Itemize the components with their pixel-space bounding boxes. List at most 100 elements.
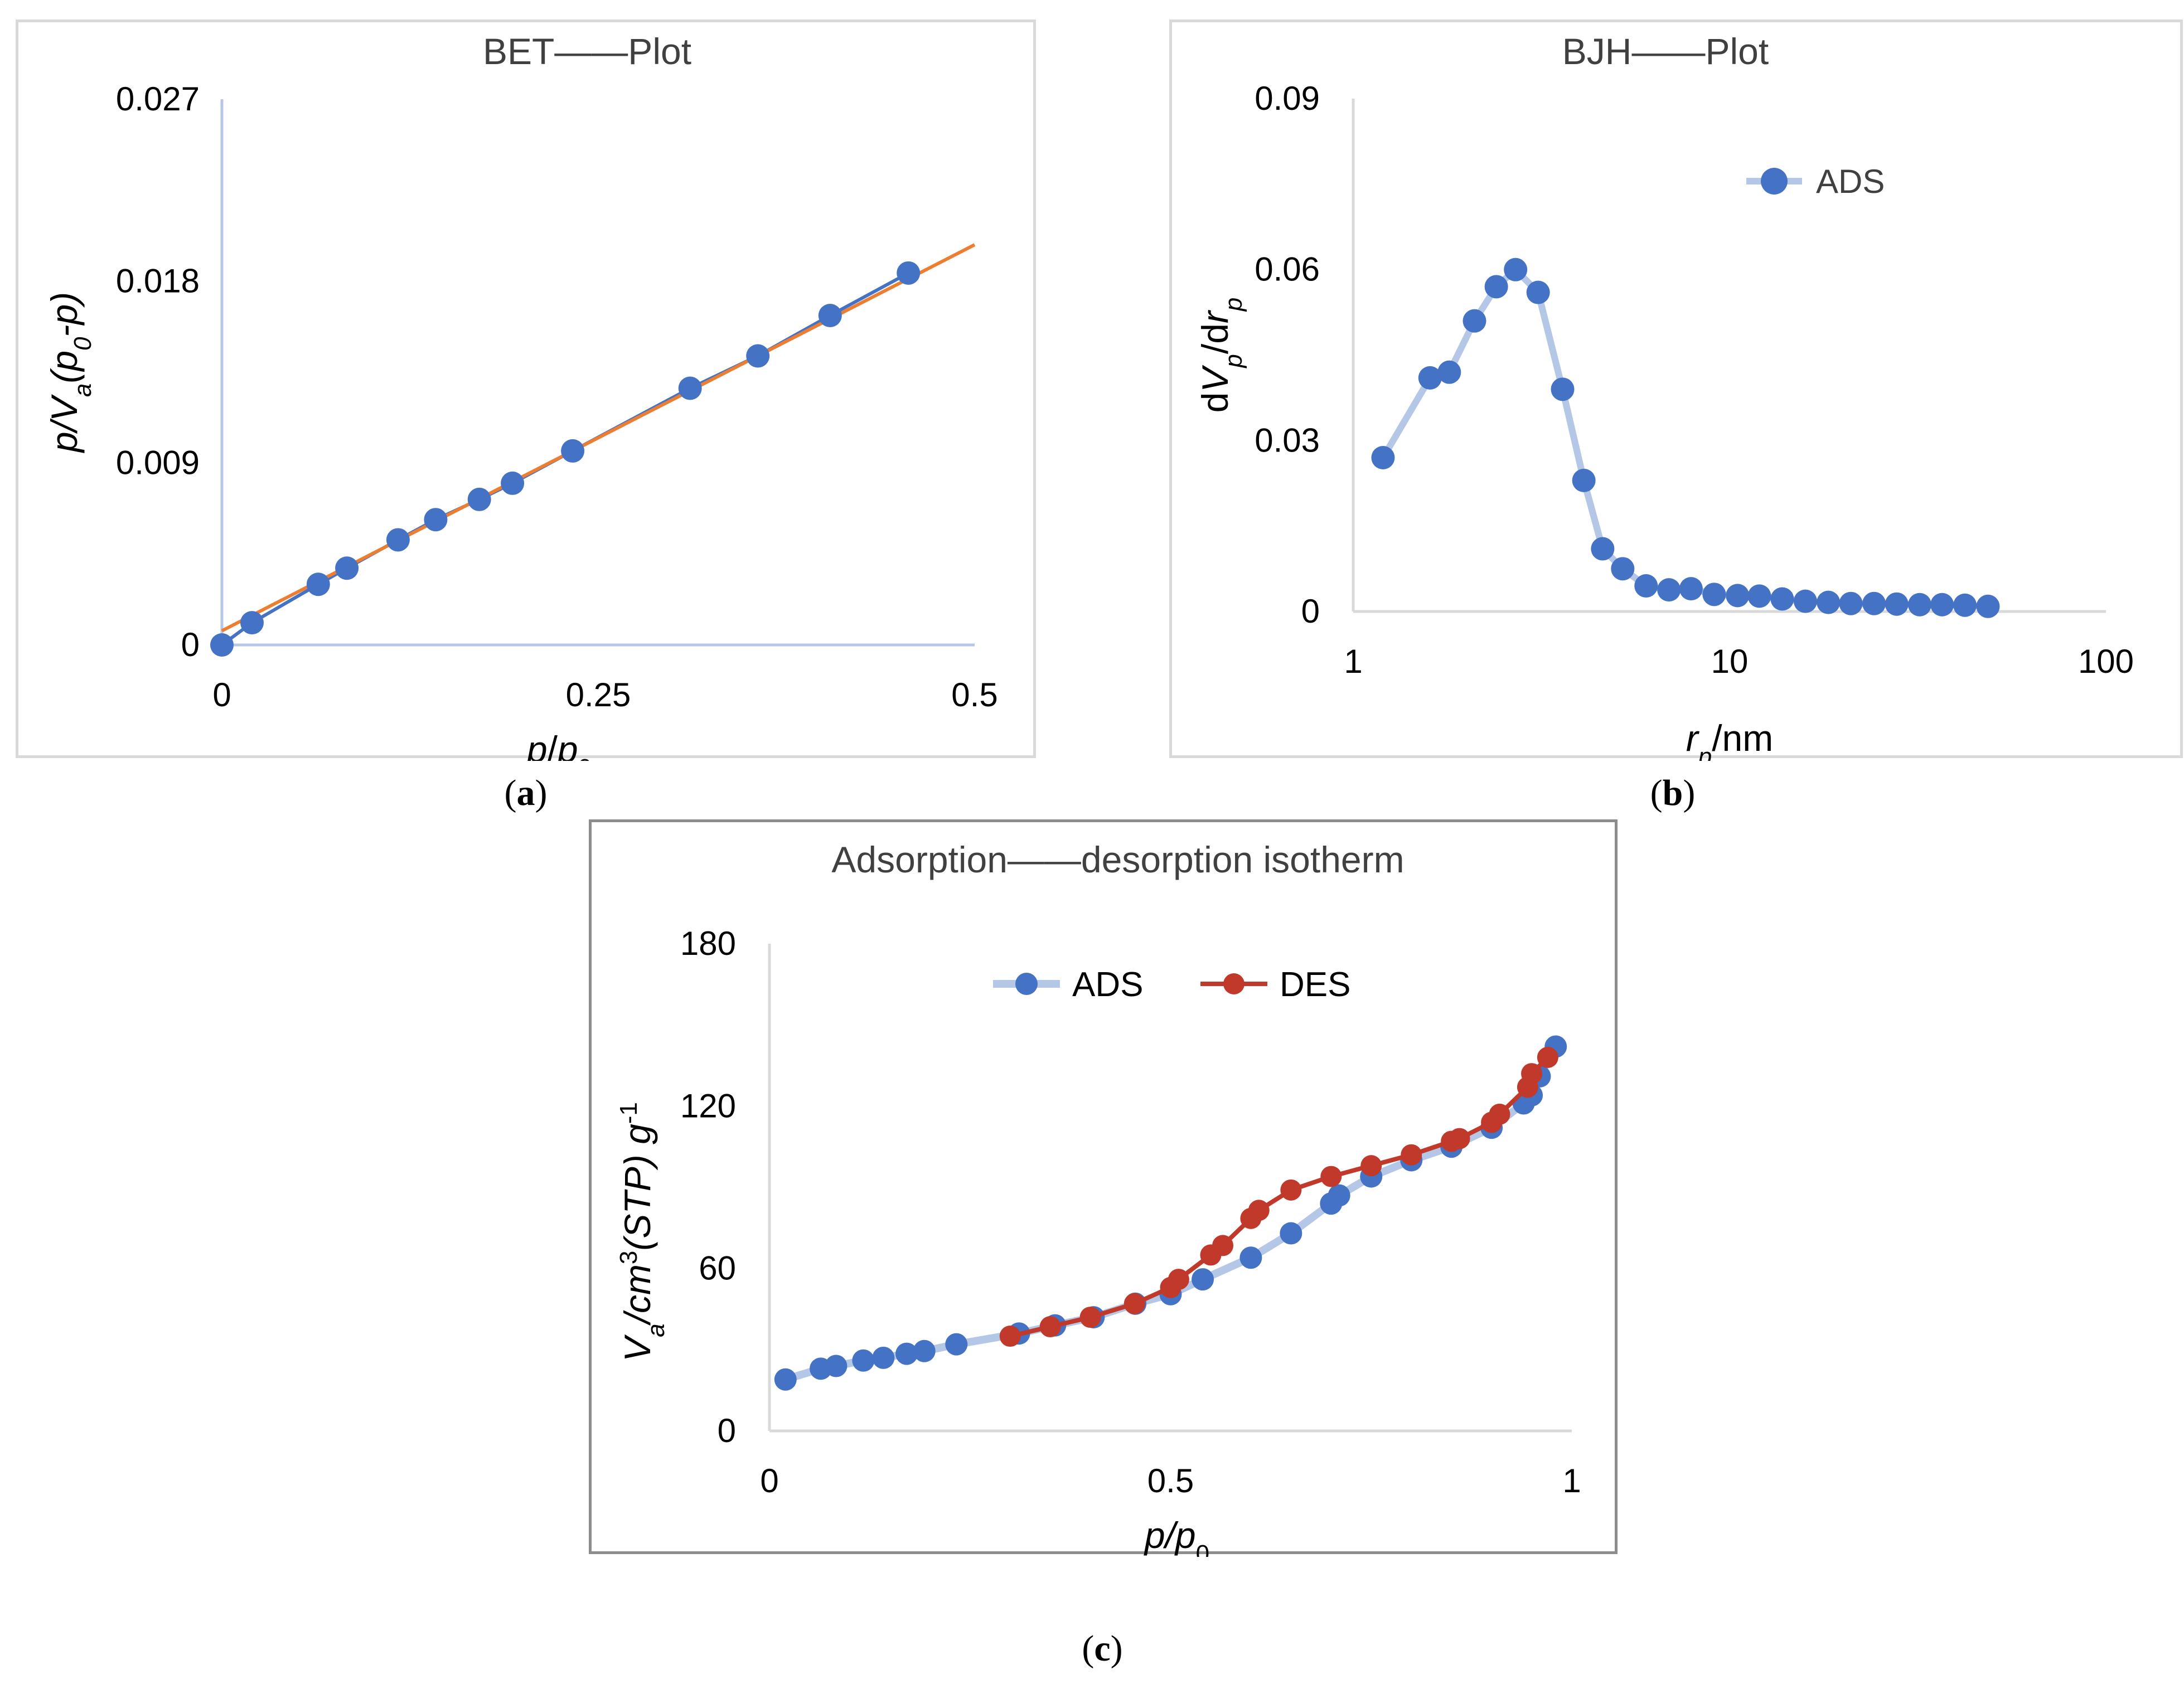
data-point — [306, 572, 330, 596]
data-point — [501, 471, 525, 495]
caption-c-letter: c — [1094, 1628, 1111, 1669]
ads-point — [1953, 593, 1977, 617]
isotherm-panel: Adsorption——desorption isotherm 0 60 120 180… — [589, 819, 1618, 1557]
chart-title: Adsorption——desorption isotherm — [831, 839, 1404, 880]
ads-point — [1437, 360, 1461, 384]
ads-point — [1328, 1184, 1350, 1207]
ads-point — [1280, 1222, 1302, 1245]
ads-point — [1862, 591, 1886, 615]
x-tick-label: 0 — [760, 1462, 778, 1499]
y-tick-label: 0.03 — [1255, 421, 1320, 459]
x-tick-label: 1 — [1562, 1462, 1581, 1499]
data-point — [678, 376, 702, 400]
ads-line — [784, 1045, 1560, 1384]
legend: ADS — [1746, 163, 1885, 200]
des-point — [1537, 1046, 1558, 1068]
y-tick-label: 0 — [718, 1412, 736, 1449]
ads-point — [1679, 577, 1703, 601]
ads-point — [945, 1333, 968, 1356]
caption-c: (c) — [1082, 1628, 1123, 1669]
legend-des-marker — [1223, 973, 1244, 994]
ads-point — [1747, 584, 1771, 608]
data-point — [561, 439, 585, 463]
caption-a: (a) — [504, 773, 548, 813]
ads-point — [1551, 377, 1575, 401]
ads-point — [825, 1355, 848, 1377]
ads-point — [1770, 587, 1794, 611]
ads-point — [1702, 583, 1726, 606]
ads-point — [1930, 593, 1954, 617]
y-tick-label: 60 — [699, 1250, 736, 1287]
linear-fit-line — [221, 243, 976, 633]
y-axis-label: Va/cm3(STP) g-1 — [615, 1102, 670, 1362]
data-point — [335, 556, 359, 580]
ads-point — [872, 1346, 895, 1369]
ads-point — [1817, 590, 1841, 614]
ads-point — [1239, 1246, 1262, 1269]
ads-point — [1371, 446, 1395, 469]
legend-ads-label: ADS — [1072, 965, 1143, 1004]
des-point — [1449, 1128, 1470, 1149]
ads-point — [1484, 275, 1508, 299]
caption-b: (b) — [1650, 773, 1696, 813]
ads-point — [1634, 574, 1658, 598]
ads-point — [1192, 1268, 1214, 1291]
bet-plot-chart: BET——Plot 0 0.009 0.018 0.027 0 0.25 0.5 p/p0 p/V… — [43, 31, 998, 761]
bjh-plot-chart: BJH——Plot 0 0.03 0.06 0.09 1 10 100 rp/nm dVp/drp… — [1194, 31, 2134, 761]
ads-point — [1726, 584, 1750, 608]
ads-point — [1418, 366, 1442, 390]
des-point — [1360, 1155, 1382, 1177]
y-tick-label: 0.009 — [116, 444, 200, 482]
data-point — [240, 611, 264, 635]
data-point — [818, 303, 842, 327]
ads-point — [1526, 280, 1550, 304]
des-point — [1039, 1316, 1061, 1338]
y-tick-label: 0.09 — [1255, 80, 1320, 117]
des-point — [1124, 1293, 1145, 1314]
y-tick-label: 0 — [1301, 593, 1320, 630]
chart-title: BET——Plot — [483, 31, 691, 72]
ads-point — [1591, 537, 1615, 561]
caption-b-letter: b — [1662, 773, 1683, 813]
des-point — [1248, 1200, 1270, 1221]
legend-ads-marker — [1015, 973, 1038, 995]
x-axis-label: rp/nm — [1686, 717, 1774, 761]
legend-ads-label: ADS — [1816, 163, 1885, 200]
ads-point — [1504, 258, 1528, 282]
des-point — [1168, 1269, 1189, 1290]
ads-point — [1839, 591, 1863, 615]
x-tick-label: 10 — [1711, 643, 1749, 680]
x-axis-label: p/p0 — [526, 729, 592, 761]
data-point — [424, 508, 448, 532]
legend: ADS DES — [993, 965, 1350, 1004]
legend-des-label: DES — [1280, 965, 1350, 1004]
x-tick-label: 0.25 — [566, 676, 631, 714]
x-tick-label: 1 — [1344, 643, 1362, 680]
y-tick-label: 0.027 — [116, 80, 200, 118]
ads-point — [1611, 557, 1635, 581]
ads-point — [1463, 309, 1486, 333]
des-point — [1521, 1063, 1543, 1085]
legend-ads-marker — [1761, 168, 1788, 195]
des-point — [1489, 1103, 1510, 1125]
y-tick-label: 0 — [181, 626, 200, 663]
data-point — [746, 344, 770, 368]
ads-point — [774, 1368, 797, 1391]
ads-point — [913, 1339, 936, 1362]
des-point — [1320, 1166, 1342, 1187]
ads-point — [1572, 468, 1596, 492]
y-tick-label: 180 — [680, 925, 736, 962]
des-point — [1401, 1144, 1422, 1166]
y-tick-label: 120 — [680, 1087, 736, 1124]
y-axis-label: p/Va(p0-p) — [43, 292, 96, 453]
bjh-plot-panel: BJH——Plot 0 0.03 0.06 0.09 1 10 100 rp/nm dVp/drp… — [1169, 20, 2183, 761]
data-point — [386, 528, 410, 552]
y-tick-label: 0.018 — [116, 262, 200, 299]
isotherm-chart: Adsorption——desorption isotherm 0 60 120 180… — [615, 839, 1581, 1557]
x-tick-label: 0.5 — [1147, 1462, 1194, 1499]
ads-point — [1976, 594, 2000, 618]
data-point — [897, 261, 921, 285]
ads-point — [852, 1349, 875, 1372]
des-line — [1009, 1056, 1549, 1338]
ads-point — [1885, 592, 1909, 616]
